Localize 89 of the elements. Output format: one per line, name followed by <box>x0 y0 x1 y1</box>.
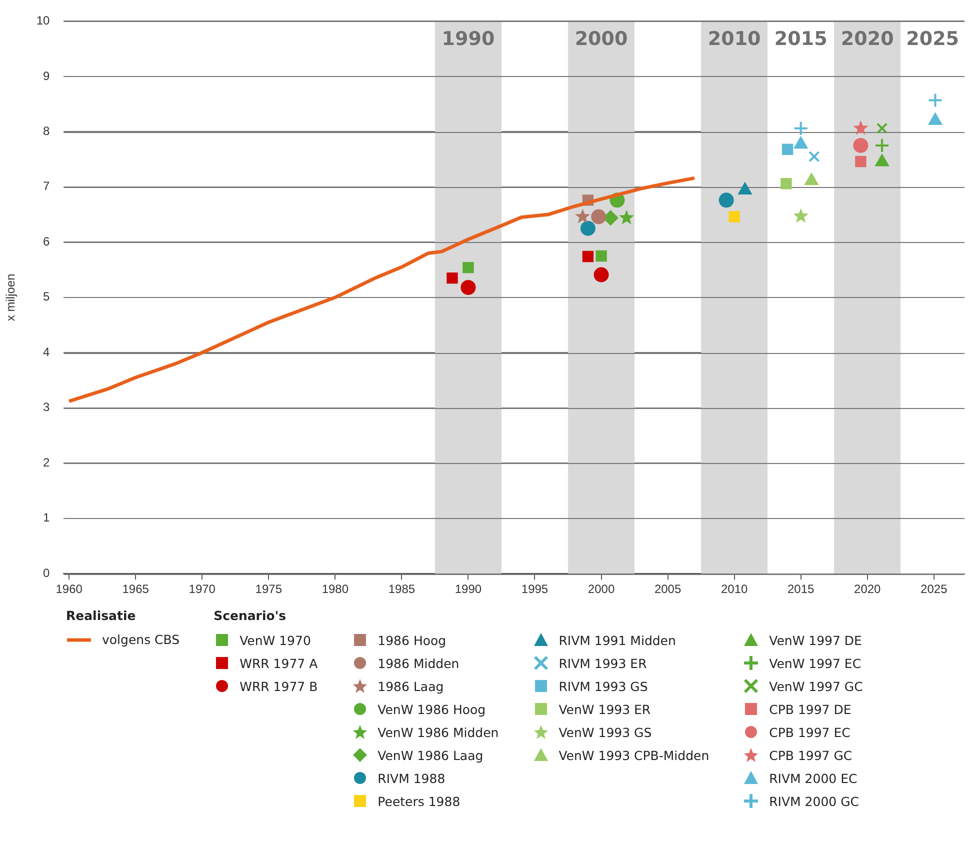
y-tick-label: 1 <box>43 510 50 525</box>
legend-label: VenW 1986 Laag <box>378 748 484 762</box>
legend-label: CPB 1997 EC <box>769 724 850 740</box>
legend-label: RIVM 1993 GS <box>558 678 648 694</box>
y-tick-label: 10 <box>36 14 50 28</box>
point <box>738 182 752 194</box>
point <box>603 210 618 226</box>
x-tick-label: 2010 <box>720 582 748 596</box>
band-label: 2000 <box>574 28 628 50</box>
legend-label: WRR 1977 A <box>240 656 318 670</box>
x-tick-label: 2025 <box>920 582 948 596</box>
legend-label: 1986 Hoog <box>378 632 446 648</box>
band-label: 2025 <box>906 28 960 50</box>
legend-label: RIVM 1993 ER <box>558 656 647 670</box>
point <box>876 122 888 134</box>
legend-label: VenW 1993 CPB-Midden <box>558 748 710 762</box>
point <box>804 173 818 186</box>
y-tick-label: 9 <box>43 68 50 83</box>
legend-label: CPB 1997 DE <box>769 702 852 716</box>
x-tick-label: 2005 <box>654 582 682 596</box>
x-tick-label: 2000 <box>588 582 615 596</box>
point <box>782 144 794 155</box>
point <box>928 92 943 108</box>
point <box>874 138 890 153</box>
x-tick-label: 1990 <box>454 582 482 596</box>
point <box>718 192 734 208</box>
y-tick-label: 2 <box>43 455 50 470</box>
point <box>460 280 476 295</box>
y-axis-title: x miljoen <box>4 274 18 322</box>
legend-label: VenW 1997 GC <box>769 678 863 694</box>
point <box>575 208 590 224</box>
x-tick-label: 1985 <box>388 582 416 596</box>
y-tick-label: 5 <box>43 290 50 304</box>
point <box>875 154 889 166</box>
band-label: 1990 <box>442 28 495 50</box>
legend-label: VenW 1993 ER <box>558 702 651 716</box>
point <box>780 178 792 190</box>
legend-label: VenW 1986 Midden <box>378 724 499 740</box>
point <box>794 136 808 149</box>
x-tick-label: 1965 <box>122 582 150 596</box>
y-tick-label: 8 <box>43 124 50 138</box>
point <box>618 210 634 224</box>
point <box>596 250 607 262</box>
x-tick-label: 1995 <box>521 582 548 596</box>
band-label: 2010 <box>708 28 761 50</box>
point <box>594 267 609 282</box>
band-label: 2020 <box>840 28 894 50</box>
legend-label: VenW 1986 Hoog <box>378 702 486 716</box>
text: Realisatie <box>66 608 137 623</box>
point <box>446 272 458 284</box>
legend-label: VenW 1997 EC <box>769 656 862 670</box>
x-tick-label: 2015 <box>787 582 815 596</box>
point <box>793 120 808 136</box>
legend-label: VenW 1997 DE <box>769 632 862 648</box>
legend-label: RIVM 1991 Midden <box>558 632 676 648</box>
point <box>462 262 474 274</box>
legend-label: RIVM 2000 GC <box>769 794 860 808</box>
point <box>853 120 868 135</box>
legend-label: VenW 1970 <box>240 632 311 648</box>
y-tick-label: 7 <box>43 179 50 194</box>
point <box>591 209 606 224</box>
x-tick-label: 1980 <box>322 582 349 596</box>
x-tick-label: 1960 <box>56 582 83 596</box>
legend-label: Peeters 1988 <box>378 794 460 808</box>
legend-label: CPB 1997 GC <box>769 748 852 762</box>
legend-label: RIVM 1988 <box>378 770 446 786</box>
legend-label: 1986 Laag <box>378 678 444 694</box>
point <box>728 211 740 222</box>
legend-label: VenW 1993 GS <box>558 724 652 740</box>
legend-label: 1986 Midden <box>378 656 460 670</box>
point <box>793 208 808 223</box>
legend-label: RIVM 2000 EC <box>769 770 858 786</box>
point <box>582 250 594 262</box>
y-tick-label: 4 <box>43 344 50 359</box>
x-tick-label: 1975 <box>255 582 282 596</box>
point <box>853 138 868 153</box>
y-tick-label: 6 <box>43 234 50 248</box>
point <box>855 156 866 168</box>
x-tick-label: 1970 <box>188 582 216 596</box>
legend-title: Scenario's <box>214 608 288 623</box>
point <box>808 150 820 162</box>
y-tick-label: 0 <box>43 566 50 580</box>
legend-label: volgens CBS <box>102 632 180 647</box>
point <box>580 220 596 236</box>
band-label: 2015 <box>774 28 828 50</box>
x-tick-label: 2020 <box>854 582 882 596</box>
y-tick-label: 3 <box>43 400 50 414</box>
legend-label: WRR 1977 B <box>240 678 318 694</box>
point <box>928 113 942 125</box>
